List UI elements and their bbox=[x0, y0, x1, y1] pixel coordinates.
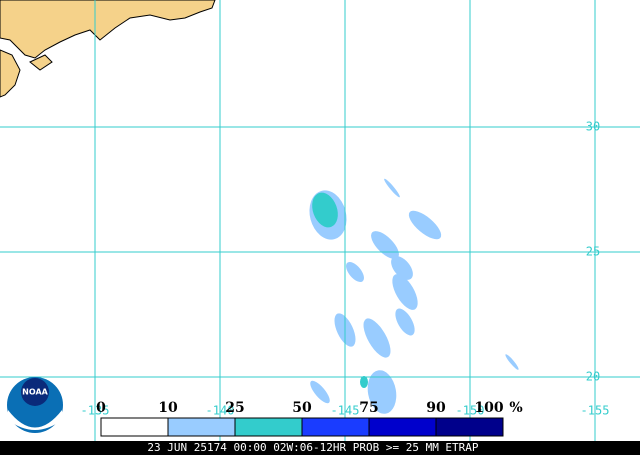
legend-label: 90 bbox=[426, 400, 446, 416]
lat-label: 25 bbox=[586, 245, 600, 259]
legend-swatch bbox=[435, 417, 504, 437]
logo-text: NOAA bbox=[22, 388, 48, 397]
legend-label: 75 bbox=[359, 400, 378, 416]
legend-label: 10 bbox=[158, 400, 178, 416]
area bbox=[310, 380, 330, 404]
area bbox=[505, 354, 519, 370]
legend-swatch bbox=[234, 417, 303, 437]
logo-inner bbox=[21, 378, 49, 406]
graticule: 30 25 20 -135 -140 -145 -150 -155 bbox=[0, 0, 640, 441]
lon-label: -135 bbox=[81, 404, 110, 418]
legend-label: 100 bbox=[474, 400, 503, 416]
area bbox=[392, 274, 418, 310]
lat-label: 30 bbox=[586, 120, 600, 134]
area bbox=[363, 318, 391, 358]
land bbox=[0, 0, 216, 98]
caption-bar bbox=[0, 441, 640, 455]
legend-label: 0 bbox=[96, 400, 106, 416]
area bbox=[391, 256, 413, 280]
legend-label: 25 bbox=[225, 400, 244, 416]
area bbox=[312, 192, 338, 228]
logo-wave bbox=[8, 410, 62, 430]
legend-swatch bbox=[167, 417, 236, 437]
lon-label: -145 bbox=[331, 404, 360, 418]
legend-label: 50 bbox=[292, 400, 312, 416]
area bbox=[367, 370, 397, 414]
legend-swatch bbox=[100, 417, 169, 437]
caption: 23 JUN 25174 00:00 02W:06-12HR PROB >= 2… bbox=[147, 441, 479, 454]
area bbox=[395, 308, 415, 336]
area bbox=[408, 210, 442, 240]
legend-unit: % bbox=[509, 400, 522, 416]
lon-label: -150 bbox=[456, 404, 485, 418]
lat-label: 20 bbox=[586, 370, 600, 384]
area bbox=[346, 262, 364, 282]
probability-areas bbox=[309, 178, 519, 414]
noaa-logo: NOAA bbox=[7, 377, 63, 433]
area bbox=[384, 178, 400, 198]
legend: 0 10 25 50 75 90 100% bbox=[96, 400, 523, 437]
legend-swatch bbox=[368, 417, 437, 437]
lon-label: -140 bbox=[206, 404, 235, 418]
lon-label: -155 bbox=[581, 404, 610, 418]
legend-swatch bbox=[301, 417, 370, 437]
area bbox=[360, 376, 368, 388]
